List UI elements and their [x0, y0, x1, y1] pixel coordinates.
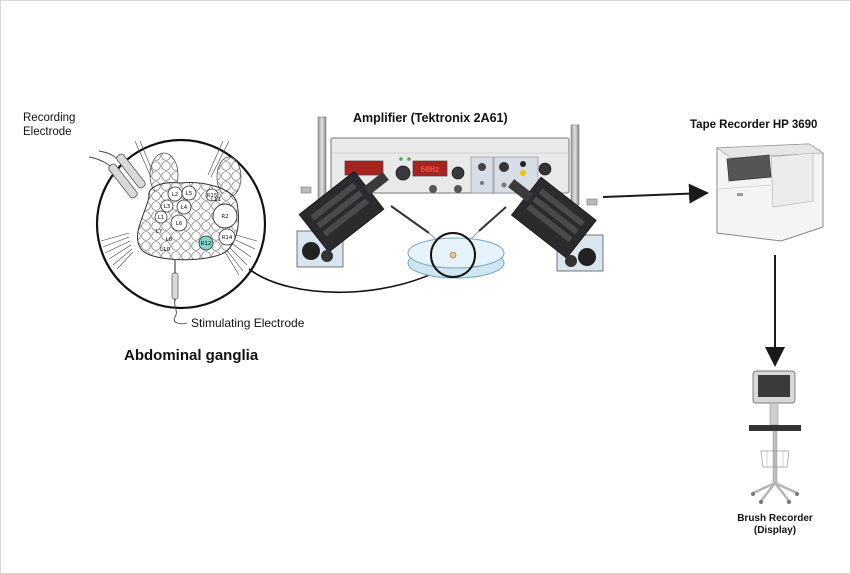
left-micromanipulator	[296, 170, 448, 268]
neuron-label: R2	[221, 214, 228, 220]
tape-recorder-label: Tape Recorder HP 3690	[690, 119, 818, 131]
amplifier-display	[412, 160, 448, 177]
recording-electrode-label-line1: Recording	[23, 112, 76, 124]
amplifier-display-value: 60Hz	[420, 165, 439, 174]
neuron-label: L8	[166, 237, 173, 243]
right-micromanipulator	[460, 176, 604, 272]
abdominal-ganglia-label: Abdominal ganglia	[124, 347, 259, 364]
brush-recorder-label: Brush Recorder (Display)	[729, 513, 821, 537]
neuron-label: L4	[181, 205, 188, 211]
neuron-label: R12	[201, 241, 212, 247]
amplifier-rig: 60Hz	[296, 116, 604, 279]
neuron-label: L11	[211, 197, 221, 203]
petri-dish	[407, 232, 505, 279]
recording-electrode-label-line2: Electrode	[23, 126, 72, 138]
neuron-label: L3	[164, 204, 171, 210]
stimulating-electrode	[171, 259, 188, 325]
brush-recorder-label-line2: (Display)	[753, 525, 797, 536]
stimulating-electrode-label: Stimulating Electrode	[191, 316, 305, 330]
brush-recorder-label-line1: Brush Recorder	[737, 513, 813, 524]
arrow-to-tape-recorder	[602, 183, 709, 204]
neuron-label: L1	[158, 215, 165, 221]
neuron-label: R15	[207, 193, 218, 199]
neuron-label: L5	[186, 191, 193, 197]
recording-electrode-label: Recording Electrode	[23, 111, 75, 139]
neuron-label: L2	[172, 192, 179, 198]
neuron-label: L6	[176, 221, 183, 227]
ganglion-zoom-circle: L2 L5 R15 L3 L4 R2 L1 L6 R14 L7 L8 L10 L…	[88, 138, 267, 325]
amplifier-label: Amplifier (Tektronix 2A61)	[353, 111, 508, 125]
brush-recorder	[749, 370, 801, 504]
neuron-labels: L2 L5 R15 L3 L4 R2 L1 L6 R14 L7 L8 L10 L…	[156, 191, 233, 253]
neuron-label: L10	[160, 247, 171, 253]
recording-electrode	[88, 150, 146, 199]
tape-recorder	[716, 143, 824, 242]
neuron-label: R14	[222, 235, 233, 241]
highlighted-neuron	[198, 235, 214, 251]
neuron-label: L7	[156, 229, 163, 235]
